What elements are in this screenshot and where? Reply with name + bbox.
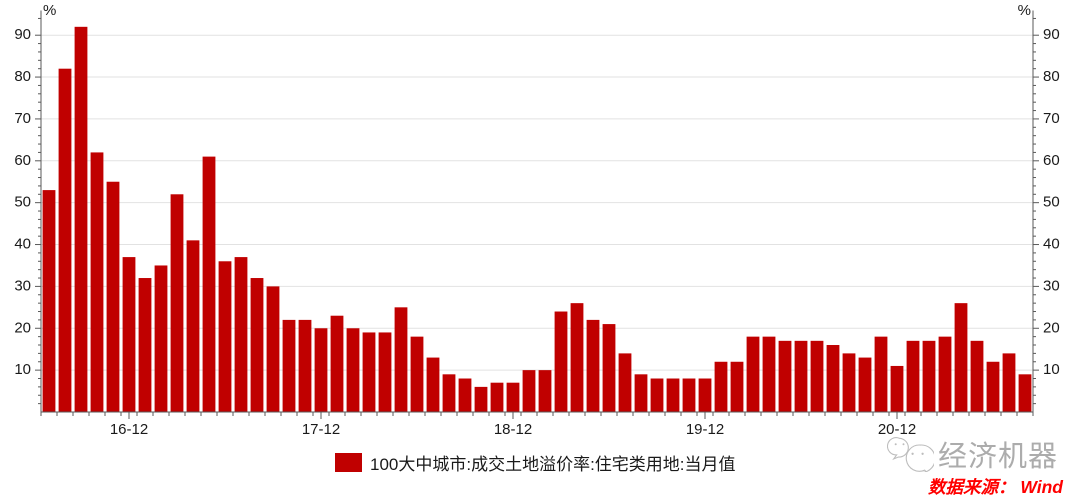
svg-text:18-12: 18-12 — [494, 421, 532, 438]
svg-text:16-12: 16-12 — [110, 421, 148, 438]
svg-text:10: 10 — [1043, 361, 1060, 378]
svg-text:%: % — [43, 2, 56, 19]
svg-text:30: 30 — [14, 277, 31, 294]
svg-text:20: 20 — [14, 319, 31, 336]
svg-text:90: 90 — [14, 26, 31, 43]
svg-text:20: 20 — [1043, 319, 1060, 336]
svg-text:19-12: 19-12 — [686, 421, 724, 438]
svg-text:90: 90 — [1043, 26, 1060, 43]
svg-text:17-12: 17-12 — [302, 421, 340, 438]
svg-text:30: 30 — [1043, 277, 1060, 294]
svg-text:10: 10 — [14, 361, 31, 378]
svg-text:60: 60 — [14, 152, 31, 169]
svg-text:80: 80 — [1043, 68, 1060, 85]
svg-text:50: 50 — [14, 194, 31, 211]
svg-text:70: 70 — [1043, 110, 1060, 127]
svg-text:80: 80 — [14, 68, 31, 85]
svg-text:60: 60 — [1043, 152, 1060, 169]
svg-text:%: % — [1018, 2, 1031, 19]
svg-text:40: 40 — [1043, 236, 1060, 253]
svg-text:70: 70 — [14, 110, 31, 127]
svg-text:40: 40 — [14, 236, 31, 253]
svg-text:50: 50 — [1043, 194, 1060, 211]
